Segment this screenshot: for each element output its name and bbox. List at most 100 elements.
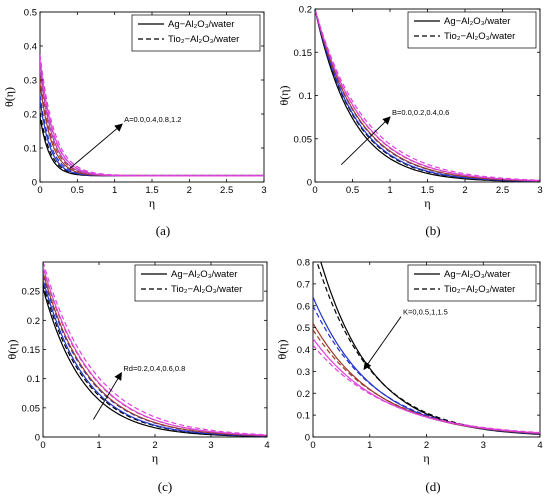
series-line-2-solid — [43, 279, 267, 437]
panel-caption: (d) — [425, 479, 440, 494]
panel-caption: (b) — [425, 223, 440, 238]
legend-entry: Ag−Al₂O₃/water — [171, 269, 237, 280]
legend-entry: Tio₂−Al₂O₃/water — [171, 284, 242, 295]
y-tick-label: 0.2 — [27, 316, 40, 327]
x-tick-label: 0.5 — [346, 185, 359, 196]
x-axis-label: η — [424, 196, 430, 210]
x-tick-label: 3 — [481, 440, 486, 451]
x-tick-label: 0 — [312, 185, 317, 196]
chart-panel-b: 0 0.5 1 1.5 2 2.5 3 0 0.05 0.1 0.15 0.2 η θ(η) Ag−Al₂O… — [277, 5, 543, 239]
legend-box — [131, 14, 261, 52]
x-tick-label: 0.5 — [71, 185, 84, 196]
legend-box — [407, 264, 537, 302]
legend: Ag−Al₂O₃/water Tio₂−Al₂O₃/water — [131, 14, 261, 52]
parameter-arrow — [340, 116, 391, 166]
x-tick-label: 2 — [187, 185, 192, 196]
x-tick-label: 1.5 — [421, 185, 434, 196]
y-tick-label: 0 — [32, 178, 37, 189]
parameter-arrow — [363, 316, 402, 371]
x-axis-label: η — [149, 196, 155, 210]
y-axis-label: θ(η) — [2, 87, 16, 107]
parameter-annotation: B=0.0,0.2,0.4,0.6 — [392, 108, 449, 117]
y-tick-label: 0.5 — [297, 323, 310, 334]
y-tick-label: 0.1 — [27, 374, 40, 385]
y-tick-label: 0.1 — [24, 144, 37, 155]
x-tick-label: 1 — [367, 440, 372, 451]
y-tick-label: 0.6 — [297, 301, 310, 312]
legend-box — [134, 264, 264, 302]
x-axis-label: η — [423, 451, 429, 465]
chart-panel-a: 0 0.5 1 1.5 2 2.5 3 0 0.1 0.2 0.3 0.4 0.5 η θ(η) Ag−Al₂… — [2, 8, 267, 239]
y-tick-label: 0.4 — [24, 42, 37, 53]
y-tick-label: 0.5 — [24, 8, 37, 19]
legend: Ag−Al₂O₃/water Tio₂−Al₂O₃/water — [407, 264, 537, 302]
x-tick-label: 2 — [462, 185, 467, 196]
legend-entry: Ag−Al₂O₃/water — [444, 16, 510, 27]
x-tick-label: 0 — [40, 440, 45, 451]
y-tick-label: 0 — [307, 178, 312, 189]
series-line-4-dashed — [315, 9, 540, 181]
x-tick-label: 1.5 — [145, 185, 158, 196]
legend-entry: Tio₂−Al₂O₃/water — [444, 284, 515, 295]
x-axis-label: η — [152, 451, 158, 465]
x-tick-label: 2.5 — [496, 185, 509, 196]
series-line-4-solid — [43, 266, 267, 436]
legend-entry: Tio₂−Al₂O₃/water — [444, 31, 515, 42]
y-axis-label: θ(η) — [5, 339, 19, 359]
legend: Ag−Al₂O₃/water Tio₂−Al₂O₃/water — [407, 11, 537, 49]
series-line-4-dashed — [313, 344, 540, 434]
x-tick-label: 4 — [264, 440, 269, 451]
parameter-arrow — [93, 371, 122, 420]
x-tick-label: 3 — [208, 440, 213, 451]
x-tick-label: 4 — [537, 440, 542, 451]
parameter-annotation: Rd=0.2,0.4,0.6,0.8 — [123, 364, 185, 373]
y-tick-label: 0.3 — [297, 367, 310, 378]
series-line-3-solid — [43, 272, 267, 437]
y-tick-label: 0 — [305, 433, 310, 444]
y-tick-label: 0.05 — [22, 403, 41, 414]
y-axis-label: θ(η) — [277, 85, 291, 105]
x-tick-label: 1 — [387, 185, 392, 196]
curve-group — [40, 54, 264, 177]
y-tick-label: 0.2 — [299, 5, 312, 16]
legend-entry: Ag−Al₂O₃/water — [444, 269, 510, 280]
chart-panel-c: 0 1 2 3 4 0 0.05 0.1 0.15 0.2 0.25 η θ(η) Ag−Al₂O₃/wa… — [5, 261, 270, 494]
series-line-4-solid — [315, 9, 540, 182]
y-axis-label: θ(η) — [275, 339, 289, 359]
y-tick-label: 0.1 — [297, 411, 310, 422]
series-line-4-dashed — [43, 262, 267, 436]
y-tick-label: 0.15 — [22, 345, 41, 356]
x-tick-label: 0 — [37, 185, 42, 196]
y-tick-label: 0 — [35, 433, 40, 444]
x-tick-label: 2 — [424, 440, 429, 451]
x-tick-label: 2.5 — [220, 185, 233, 196]
y-tick-label: 0.25 — [22, 287, 41, 298]
curve-group — [43, 262, 267, 437]
x-tick-label: 0 — [310, 440, 315, 451]
series-line-5-solid — [40, 59, 264, 177]
series-line-5-dashed — [40, 54, 264, 177]
y-tick-label: 0.3 — [24, 76, 37, 87]
legend-box — [407, 11, 537, 49]
y-tick-label: 0.05 — [294, 134, 313, 145]
x-tick-label: 1 — [112, 185, 117, 196]
y-tick-label: 0.2 — [297, 389, 310, 400]
parameter-arrow — [69, 123, 123, 169]
legend: Ag−Al₂O₃/water Tio₂−Al₂O₃/water — [134, 264, 264, 302]
legend-entry: Ag−Al₂O₃/water — [168, 19, 234, 30]
curve-group — [313, 262, 540, 435]
parameter-annotation: K=0,0.5,1,1.5 — [403, 308, 448, 317]
x-tick-label: 2 — [152, 440, 157, 451]
y-tick-label: 0.7 — [297, 279, 310, 290]
y-tick-label: 0.4 — [297, 345, 310, 356]
parameter-annotation: A=0.0,0.4,0.8,1.2 — [124, 115, 181, 124]
y-tick-label: 0.8 — [297, 258, 310, 269]
chart-panel-d: 0 1 2 3 4 0 0.1 0.2 0.3 0.4 0.5 0.6 0.7 0.8 η θ(η) Ag−Al… — [275, 258, 543, 495]
x-tick-label: 3 — [261, 185, 266, 196]
panel-caption: (a) — [156, 223, 170, 238]
legend-entry: Tio₂−Al₂O₃/water — [168, 34, 239, 45]
y-tick-label: 0.15 — [294, 48, 313, 59]
y-tick-label: 0.1 — [299, 91, 312, 102]
series-line-2-dashed — [313, 305, 540, 434]
